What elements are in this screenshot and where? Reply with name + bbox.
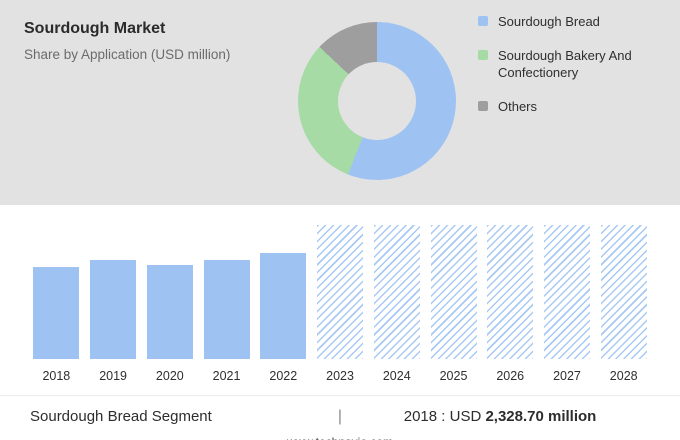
header-panel: Sourdough Market Share by Application (U… [0,0,680,205]
donut-hole [338,62,416,140]
bar-column: 2027 [539,225,596,389]
legend-item: Others [478,99,663,116]
bar-zone [425,225,482,359]
forecast-bar [543,225,590,359]
bar-column: 2024 [368,225,425,389]
legend: Sourdough Bread Sourdough Bakery And Conf… [478,14,663,116]
page-title: Sourdough Market [24,20,166,37]
bar-column: 2023 [312,225,369,389]
segment-label: Sourdough Bread Segment [30,408,212,425]
bar-zone [85,225,142,359]
bar-chart-area: 2018 2019 2020 2021 2022 2023 2024 2025 2026 2027… [0,205,680,389]
segment-value: 2018 : USD 2,328.70 million [350,408,650,425]
legend-label: Sourdough Bakery And Confectionery [498,47,632,80]
bar-zone [482,225,539,359]
legend-swatch-icon [478,16,488,26]
history-bar [90,259,137,359]
forecast-bar [317,225,364,359]
history-bar [260,253,307,359]
bar-chart: 2018 2019 2020 2021 2022 2023 2024 2025 2026 2027… [28,225,652,389]
history-bar [33,266,80,359]
donut-chart [298,22,456,180]
legend-swatch-icon [478,49,488,60]
bar-column: 2026 [482,225,539,389]
forecast-bar [600,225,647,359]
bar-zone [312,225,369,359]
value-prefix: 2018 : USD [403,408,482,425]
forecast-bar [430,225,477,359]
bar-zone [368,225,425,359]
legend-item: Sourdough Bread [478,14,663,31]
bar-zone [141,225,198,359]
year-label: 2019 [99,369,127,383]
history-bar [203,259,250,359]
page-subtitle: Share by Application (USD million) [24,47,231,62]
year-label: 2022 [269,369,298,383]
year-label: 2025 [439,369,468,383]
year-label: 2021 [212,369,241,383]
forecast-bar [487,225,534,359]
bar-column: 2019 [85,225,142,389]
year-label: 2026 [496,369,525,383]
website-url: www.technavio.com [0,435,680,440]
bar-zone [595,225,652,359]
bar-column: 2018 [28,225,85,389]
value-amount: 2,328.70 million [485,408,597,425]
legend-label: Sourdough Bread [498,14,600,29]
bar-column: 2025 [425,225,482,389]
year-label: 2020 [155,369,184,383]
bar-zone [255,225,312,359]
year-label: 2024 [382,369,411,383]
bar-zone [28,225,85,359]
year-label: 2023 [326,369,354,383]
footer-separator: | [337,408,343,425]
legend-item: Sourdough Bakery And Confectionery [478,48,663,82]
year-label: 2027 [553,369,581,383]
legend-swatch-icon [478,100,488,111]
bar-column: 2021 [198,225,255,389]
year-label: 2028 [609,369,638,383]
bar-column: 2022 [255,225,312,389]
bar-column: 2028 [595,225,652,389]
history-bar [146,265,193,359]
bar-zone [198,225,255,359]
footer: Sourdough Bread Segment | 2018 : USD 2,3… [0,395,680,426]
bar-zone [539,225,596,359]
legend-label: Others [498,98,538,114]
year-label: 2018 [42,369,71,383]
bar-column: 2020 [141,225,198,389]
forecast-bar [373,225,420,359]
